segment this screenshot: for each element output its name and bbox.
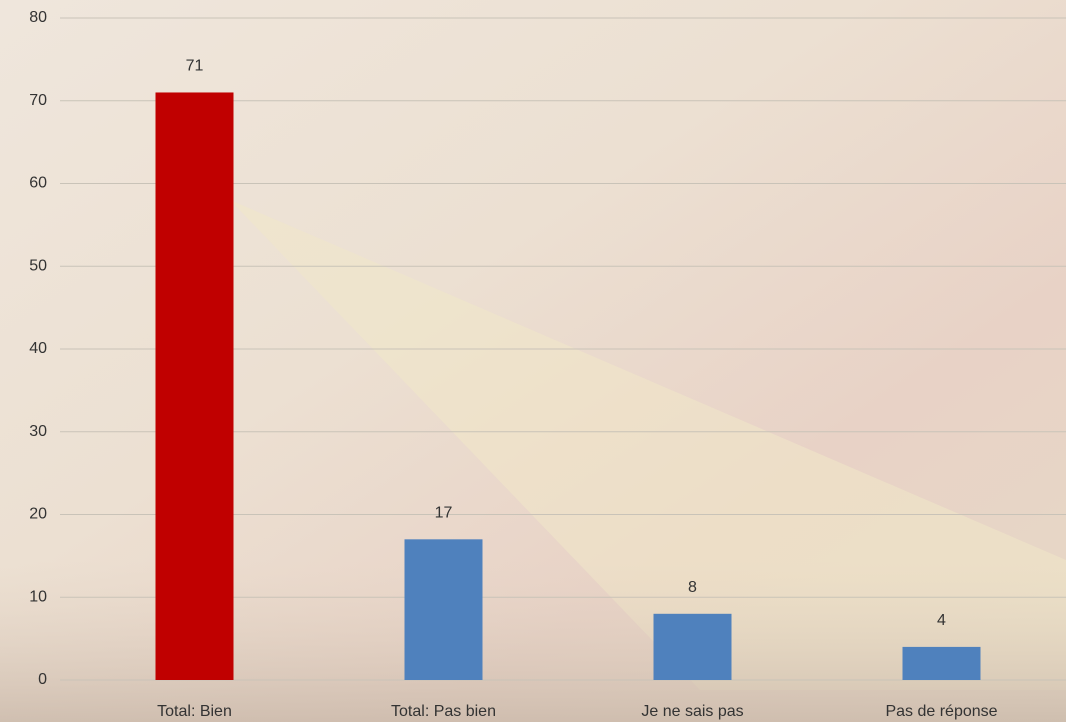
x-tick-label: Je ne sais pas [641,703,743,720]
y-tick-label: 20 [29,506,47,523]
y-tick-label: 80 [29,9,47,26]
bar [902,646,981,680]
x-tick-label: Pas de réponse [885,703,997,720]
y-tick-label: 70 [29,92,47,109]
data-label: 4 [937,612,946,629]
bar [155,92,234,681]
x-tick-label: Total: Bien [157,703,232,720]
y-tick-label: 30 [29,423,47,440]
bar [653,613,732,680]
y-tick-label: 60 [29,175,47,192]
y-tick-label: 10 [29,588,47,605]
y-tick-label: 50 [29,257,47,274]
bar [404,539,483,680]
data-label: 8 [688,579,697,596]
y-tick-label: 0 [38,671,47,688]
data-label: 71 [186,58,204,75]
x-tick-label: Total: Pas bien [391,703,496,720]
y-tick-label: 40 [29,340,47,357]
data-label: 17 [435,505,453,522]
plot-area: 0 10 20 30 40 50 60 70 80 Total: Bien 71 Total: Pas… [29,9,1066,720]
